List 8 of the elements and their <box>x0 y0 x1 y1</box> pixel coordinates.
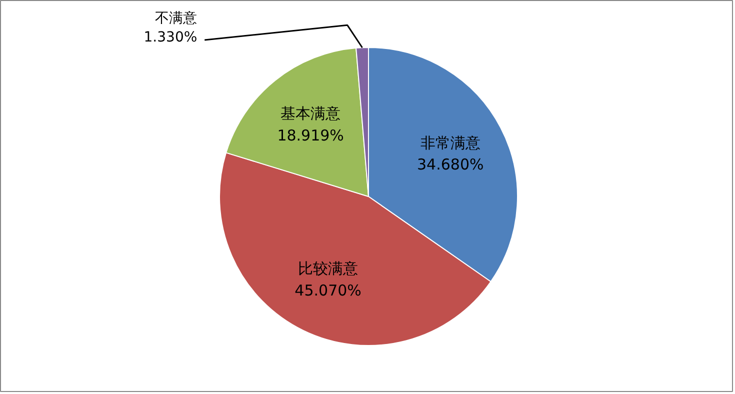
slice-label: 比较满意 <box>298 260 358 278</box>
slice-label: 非常满意 <box>420 134 480 152</box>
data-label: 18.919% <box>277 126 344 144</box>
slice-label: 不满意 <box>155 10 198 27</box>
slice-label: 基本满意 <box>280 104 341 123</box>
data-label: 34.680% <box>417 156 484 174</box>
data-label: 1.330% <box>144 30 198 46</box>
data-label: 45.070% <box>294 281 362 300</box>
